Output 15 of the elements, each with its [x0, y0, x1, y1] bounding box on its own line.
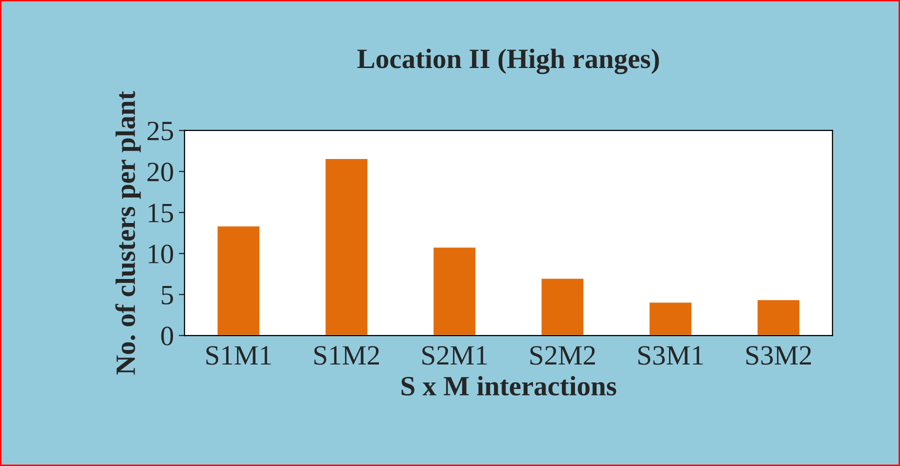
y-tick-label: 0: [161, 326, 174, 346]
y-tick-label: 10: [148, 244, 174, 264]
y-tick-label: 20: [148, 162, 174, 182]
x-tick-label: S3M1: [638, 346, 703, 365]
x-tick-label: S2M1: [422, 346, 487, 365]
chart-title: Location II (High ranges): [357, 48, 659, 74]
x-tick-label: S2M2: [530, 346, 595, 365]
x-axis-title: S x M interactions: [402, 376, 616, 396]
y-tick-label: 15: [148, 204, 173, 222]
x-tick-label: S1M2: [314, 346, 379, 365]
x-tick-label: S3M2: [746, 346, 811, 365]
y-tick-label: 25: [148, 122, 173, 140]
y-axis-title: No. of clusters per plant: [115, 91, 141, 375]
x-tick-label: S1M1: [206, 346, 271, 365]
y-tick-label: 5: [162, 286, 173, 304]
